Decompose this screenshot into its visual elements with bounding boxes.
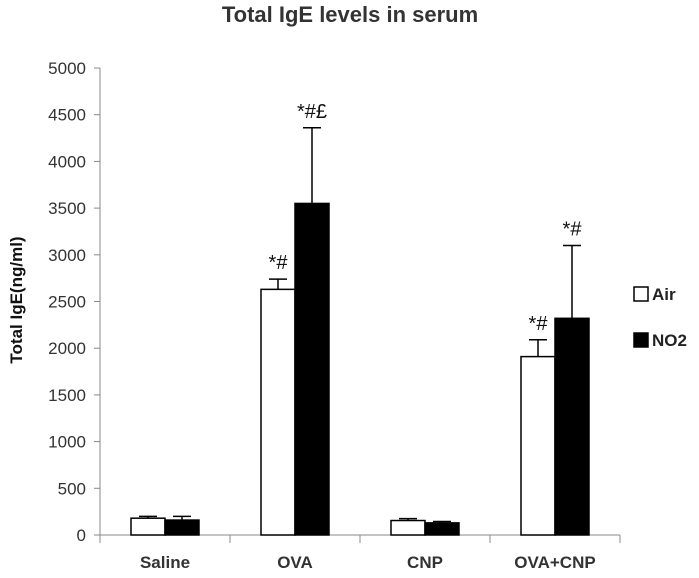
- y-tick-label: 4500: [48, 106, 86, 125]
- y-tick-label: 5000: [48, 59, 86, 78]
- y-tick-label: 2000: [48, 339, 86, 358]
- y-tick-label: 500: [58, 479, 86, 498]
- bars-group: *# *# *#£ *#: [130, 101, 590, 536]
- bar-no2-saline: [164, 519, 200, 536]
- bar-air-saline: [130, 517, 166, 536]
- y-tick-label: 4000: [48, 152, 86, 171]
- x-tick-label: CNP: [407, 553, 443, 572]
- chart-title: Total IgE levels in serum: [222, 2, 478, 27]
- axes: 0 500 1000 1500 2000 2500 3000 3500 4000 4500 5000…: [48, 59, 621, 572]
- x-tick-label: OVA+CNP: [514, 553, 595, 572]
- bar-no2-ova: [294, 202, 330, 536]
- legend: Air NO2: [633, 285, 687, 350]
- bar-air-cnp: [390, 519, 426, 536]
- bar-no2-cnp: [424, 522, 460, 536]
- legend-swatch-air: [633, 286, 649, 302]
- bar-air-ova: [260, 288, 296, 536]
- bar-air-ova+cnp: [520, 355, 556, 536]
- y-axis-label: Total IgE(ng/ml): [7, 236, 26, 363]
- y-tick-label: 3000: [48, 246, 86, 265]
- y-tick-label: 1500: [48, 386, 86, 405]
- significance-annotation: *#: [529, 313, 549, 335]
- x-tick-label: OVA: [277, 553, 313, 572]
- y-tick-label: 3500: [48, 199, 86, 218]
- legend-label-air: Air: [652, 285, 676, 304]
- significance-annotation: *#: [563, 218, 583, 240]
- y-tick-label: 0: [77, 526, 86, 545]
- legend-label-no2: NO2: [652, 331, 687, 350]
- bar-no2-ova+cnp: [554, 317, 590, 536]
- legend-swatch-no2: [633, 332, 649, 348]
- y-tick-label: 2500: [48, 293, 86, 312]
- significance-annotation: *#: [269, 252, 289, 274]
- x-tick-label: Saline: [140, 553, 190, 572]
- y-tick-label: 1000: [48, 433, 86, 452]
- significance-annotation: *#£: [297, 101, 327, 123]
